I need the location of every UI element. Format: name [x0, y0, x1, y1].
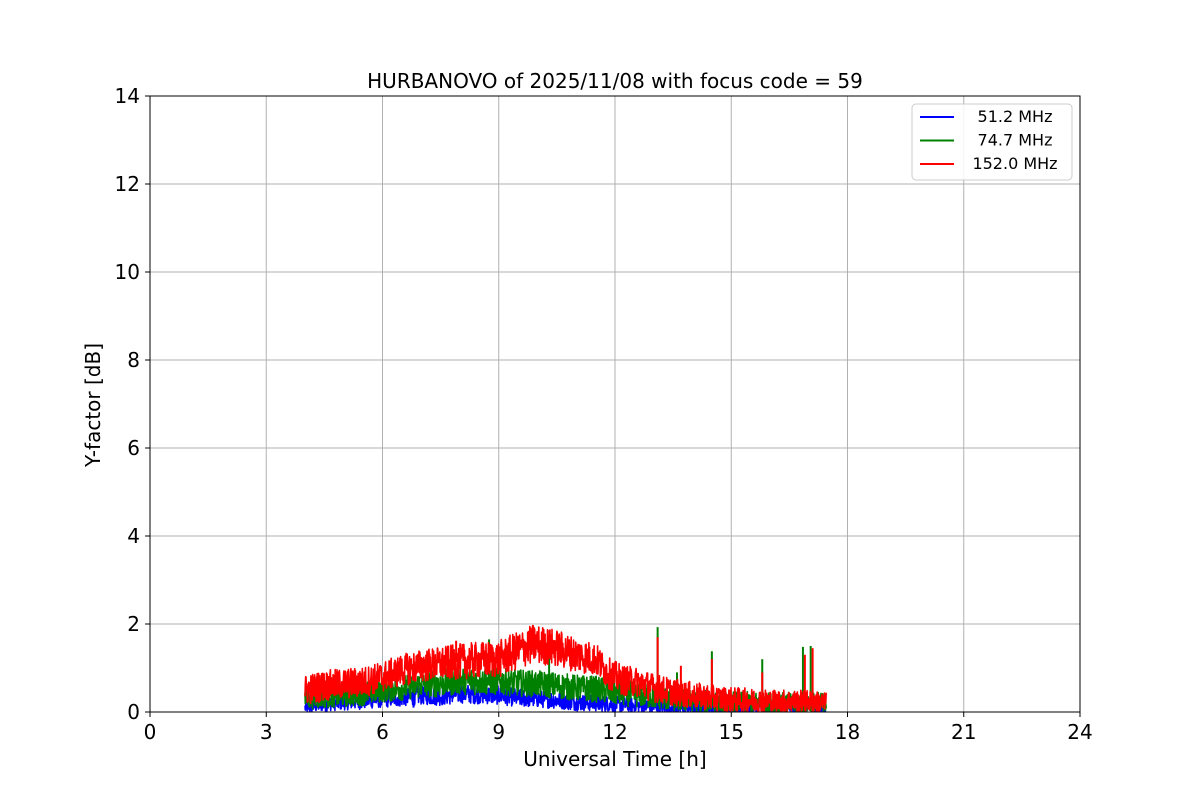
- series-layer: [304, 624, 827, 712]
- y-tick-label: 10: [115, 260, 140, 284]
- x-tick-label: 21: [951, 720, 976, 744]
- x-tick-label: 9: [492, 720, 505, 744]
- x-tick-label: 6: [376, 720, 389, 744]
- x-tick-label: 15: [719, 720, 744, 744]
- x-tick-label: 12: [602, 720, 627, 744]
- y-tick-label: 8: [127, 348, 140, 372]
- y-tick-label: 0: [127, 700, 140, 724]
- y-tick-label: 6: [127, 436, 140, 460]
- y-tick-label: 4: [127, 524, 140, 548]
- legend-label: 51.2 MHz: [978, 107, 1053, 126]
- x-tick-label: 24: [1067, 720, 1092, 744]
- y-tick-label: 2: [127, 612, 140, 636]
- y-axis-label: Y-factor [dB]: [81, 343, 105, 468]
- grid: [149, 95, 1081, 713]
- legend: 51.2 MHz 74.7 MHz 152.0 MHz: [911, 103, 1073, 181]
- x-axis-label: Universal Time [h]: [523, 747, 706, 771]
- series-line-2: [304, 624, 827, 712]
- x-tick-label: 0: [144, 720, 157, 744]
- y-tick-label: 12: [115, 172, 140, 196]
- legend-frame: [911, 103, 1073, 181]
- chart-title: HURBANOVO of 2025/11/08 with focus code …: [367, 69, 863, 93]
- legend-label: 74.7 MHz: [978, 131, 1053, 150]
- legend-label: 152.0 MHz: [972, 154, 1057, 173]
- x-tick-label: 3: [260, 720, 273, 744]
- x-tick-label: 18: [835, 720, 860, 744]
- y-tick-label: 14: [115, 84, 140, 108]
